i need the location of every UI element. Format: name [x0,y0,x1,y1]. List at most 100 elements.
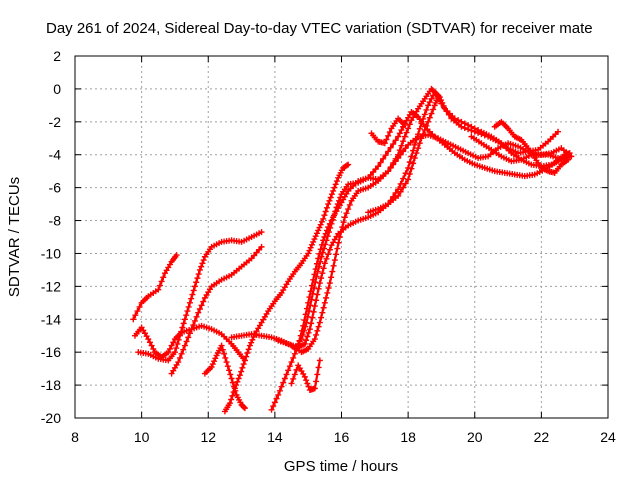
trail-marker [175,336,182,343]
trail-marker [193,279,200,286]
trail-marker [194,275,201,282]
trail-marker [333,178,340,185]
trail-marker [398,142,405,149]
trail-marker [190,287,197,294]
trail-marker [333,251,340,258]
data-point [155,286,162,293]
data-point [298,336,305,343]
y-tick-label: -12 [41,278,61,294]
trail-marker [170,339,177,346]
series-line [230,133,570,354]
series-8 [275,89,573,351]
data-point [411,155,418,162]
data-point [418,135,425,142]
y-tick-label: 0 [53,81,61,97]
data-point [435,92,442,99]
trail-marker [235,375,242,382]
data-point [181,316,188,323]
trail-marker [200,298,207,305]
data-point [323,237,330,244]
y-tick-label: -6 [49,180,62,196]
trail-marker [134,308,141,315]
data-point [385,148,392,155]
trail-marker [179,324,186,331]
data-point [301,373,308,380]
trail-marker [303,337,310,344]
trail-marker [178,350,185,357]
data-point [301,340,308,347]
trail-marker [380,155,387,162]
data-point [306,326,313,333]
trail-marker [200,257,207,264]
trail-marker [241,404,248,411]
trail-marker [273,395,280,402]
data-point [401,122,408,129]
data-point [395,133,402,140]
data-point [288,359,295,366]
trail-marker [301,327,308,334]
trail-marker [222,354,229,361]
trail-marker [402,180,409,187]
trail-marker [146,339,153,346]
trail-marker [308,241,315,248]
trail-marker [406,171,413,178]
grid-layer [75,56,608,418]
data-point [173,252,180,259]
data-point [310,238,317,245]
data-point [145,336,152,343]
trail-marker [330,262,337,269]
trail-marker [324,233,331,240]
trail-marker [186,330,193,337]
data-point [258,243,265,250]
y-tick-label: 2 [53,48,61,64]
series-12 [368,115,408,147]
trail-marker [180,320,187,327]
trail-marker [305,329,312,336]
trail-marker [426,99,433,106]
trail-marker [299,331,306,338]
data-point [223,359,230,366]
series-14 [468,133,575,165]
data-point [321,299,328,306]
data-point [315,227,322,234]
tick-layer: 8 10 12 14 16 18 20 22 24-20-18-16-14-12-10-8-6-… [41,48,616,445]
trail-marker [304,333,311,340]
trail-marker [390,141,397,148]
trail-marker [331,184,338,191]
trail-marker [402,145,409,152]
data-point [313,273,320,280]
trail-marker [410,160,417,167]
trail-marker [291,371,298,378]
data-point [268,406,275,413]
trail-marker [313,378,320,385]
trail-marker [136,303,143,310]
trail-marker [328,274,335,281]
trail-marker [340,219,347,226]
trail-marker [390,159,397,166]
trail-marker [315,364,322,371]
data-point [451,115,458,122]
series-0 [130,252,180,323]
trail-marker [314,371,321,378]
trail-marker [188,295,195,302]
trail-marker [183,312,190,319]
series-11 [365,92,442,216]
x-tick-label: 12 [200,429,216,445]
data-point [311,303,318,310]
trail-marker [385,132,392,139]
data-point [171,349,178,356]
data-point [321,260,328,267]
trail-marker [307,244,314,251]
trail-marker [336,197,343,204]
data-point [381,140,388,147]
data-point [565,156,572,163]
data-point [401,133,408,140]
data-point [191,283,198,290]
data-point [326,280,333,287]
trail-marker [174,340,181,347]
data-point [241,357,248,364]
series-7 [268,85,562,413]
trail-marker [248,339,255,346]
trail-marker [229,379,236,386]
